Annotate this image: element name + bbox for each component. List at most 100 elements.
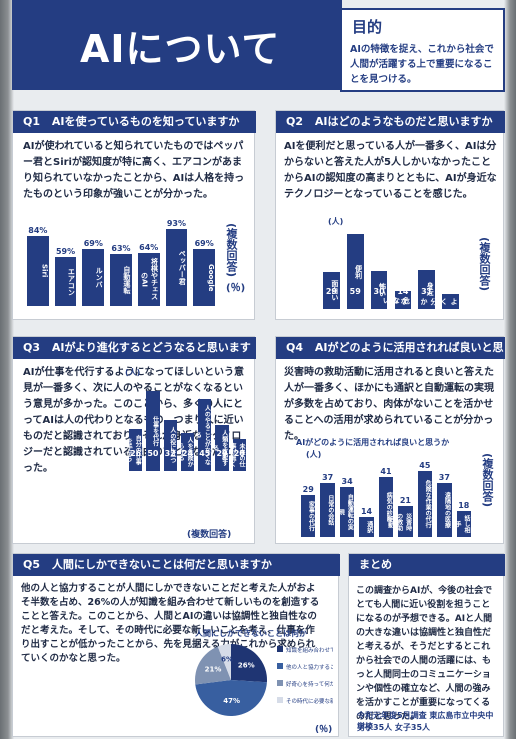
q5-pie-slice-3 <box>217 644 231 680</box>
q1-label-0: Siri <box>40 264 49 278</box>
q4-chart-title: AIがどのように活用されれば良いと思うか <box>296 438 450 447</box>
q3-question: AIがより進化するとどうなると思いますか <box>23 341 251 376</box>
q4-unit: (人) <box>306 450 322 459</box>
q2-bar-5 <box>442 293 459 309</box>
q3-inner-value-3: 24 <box>181 449 194 458</box>
q3-label-3: 人を危険から守る <box>177 436 194 467</box>
q4-question: AIがどのように活用されれば良いと思いますか <box>286 341 504 376</box>
q4-panel: Q4 AIがどのように活用されれば良いと思いますか 災害時の救助活動に活用される… <box>275 336 505 544</box>
q3-panel: Q3 AIがより進化するとどうなると思いますか AIが仕事を代行するようになって… <box>12 336 256 544</box>
q5-legend-swatch-1 <box>277 663 283 669</box>
q2-label-2: 怖い <box>378 283 387 297</box>
q1-value-1: 59% <box>55 247 76 257</box>
q2-note: (複数回答) <box>478 237 491 292</box>
q3-inner-value-2: 32 <box>164 449 176 458</box>
q1-label-5: ペッパー君 <box>178 249 187 285</box>
q3-bar-4 <box>198 399 212 471</box>
q2-inner-value-0: 29 <box>325 287 337 296</box>
q4-header: Q4 AIがどのように活用されれば良いと思いますか <box>276 337 505 376</box>
q1-label-6: Google <box>206 263 215 292</box>
purpose-heading: 目的 <box>352 18 383 36</box>
q4-bar-2 <box>339 487 355 537</box>
q5-legend-label-0: 知識を組み合わせて新しいものを創造すること <box>286 646 333 654</box>
q4-label-4: 病気の診断 <box>385 492 393 523</box>
title-band: AIについて <box>12 0 342 90</box>
q5-pie-slice-1 <box>195 680 267 716</box>
q1-question: AIを使っているものを知っていますか <box>51 115 240 128</box>
q3-header: Q3 AIがより進化するとどうなると思いますか <box>13 337 256 376</box>
q5-pie: 26% 47% 21% 6% 知識を組み合わせて新しいものを創造すること他の人と協力する… <box>195 644 333 716</box>
q5-text: 他の人と協力することが人間にしかできないことだと考えた人がおよそ半数を占め、26… <box>21 583 320 664</box>
q4-label-1: 日常の会話 <box>326 495 334 525</box>
q2-inner-value-2: 30 <box>373 287 385 296</box>
q5-panel: Q5 人間にしかできないことは何だと思いますか 他の人と協力することが人間にしか… <box>12 553 340 737</box>
q4-chart: 29 家事の代行 37 日常の会話 34 自動運転の実現 14 通訳 41 病気の診断 21 災害時の… <box>296 453 476 537</box>
q5-legend-label-2: 好奇心を持って何かを知ろうとすること <box>286 680 333 688</box>
q2-panel: Q2 AIはどのようなものだと思いますか AIを便利だと思っている人が一番多く、… <box>275 110 505 320</box>
q3-label-2: 人の役に立つ <box>168 427 176 464</box>
q2-label-1: 便利 <box>354 264 363 279</box>
q1-value-2: 69% <box>83 238 103 248</box>
q1-note: (複数回答) <box>225 223 238 278</box>
q2-label-4: 身近 <box>426 282 435 297</box>
q2-chart: 面白い 29 便利 59 怖い 30 危ない 14 身近 31 よく分からない 12 <box>316 221 466 309</box>
survey-footer: 令和元年度5月調査 東広島市立中央中学校 <box>357 711 494 731</box>
q5-label: Q5 <box>23 558 41 571</box>
q5-pie-slice-0 <box>231 644 267 683</box>
q2-bar-1 <box>346 234 364 309</box>
q3-note: (複数回答) <box>187 530 232 540</box>
q1-label-2: ルンバ <box>95 266 104 288</box>
q1-header: Q1 AIを使っているものを知っていますか <box>13 111 256 133</box>
q4-text: 災害時の救助活動に活用されると良いと答えた人が一番多く、ほかにも通訳と自動運転の… <box>284 367 494 442</box>
q4-bar-5 <box>398 506 413 537</box>
q1-bar-6 <box>193 248 215 306</box>
survey-footer-participants: 男子35人 女子35人 <box>357 723 431 732</box>
q2-label: Q2 <box>286 115 304 128</box>
q2-bar-3 <box>394 291 412 309</box>
q5-pie-label-0: 26% <box>238 662 255 670</box>
page-title: AIについて <box>80 27 281 71</box>
q5-legend-swatch-3 <box>277 697 283 703</box>
summary-text: この調査からAIが、今後の社会でとても人間に近い役割を担うことになるのが予想でき… <box>356 586 493 722</box>
q4-bar-1 <box>320 483 335 537</box>
q1-label-3: 自動運転 <box>122 265 131 294</box>
q4-label-6: 危険な作業の代行 <box>424 480 432 529</box>
q3-label-5: 人類を支配する <box>211 429 228 466</box>
q2-inner-value-4: 31 <box>421 287 433 296</box>
q4-label-2: 自動運転の実現 <box>337 494 354 531</box>
q5-legend-swatch-2 <box>277 680 283 686</box>
q4-value-7: 37 <box>438 473 450 483</box>
q5-header: Q5 人間にしかできないことは何だと思いますか <box>13 554 340 576</box>
q3-label-6: 未来の仕事が無くなる <box>219 443 245 467</box>
q4-bar-4 <box>378 477 394 537</box>
q4-value-6: 45 <box>419 461 431 471</box>
q5-legend-item-3: その時代に必要な新しいことを考え、仕事を作り出すこと <box>277 697 333 705</box>
q1-value-4: 64% <box>139 242 159 252</box>
q4-bar-6 <box>417 471 433 537</box>
q1-bar-5 <box>165 228 188 306</box>
summary-panel: まとめ この調査からAIが、今後の社会でとても人間に近い役割を担うことになるのが… <box>348 553 505 737</box>
q4-bar-3 <box>359 516 374 537</box>
q5-unit: (％) <box>315 725 333 735</box>
q5-pie-label-2: 21% <box>205 665 222 673</box>
q4-value-1: 37 <box>322 473 334 483</box>
q5-pie-slice-2 <box>195 646 231 685</box>
q3-inner-value-6: 20 <box>233 449 245 458</box>
q4-value-5: 21 <box>399 496 411 506</box>
q3-inner-value-4: 45 <box>199 449 211 458</box>
q2-inner-value-1: 59 <box>349 287 361 296</box>
q3-bar-0 <box>129 429 143 471</box>
q4-label-5: 災害時の救助活動 <box>386 512 412 531</box>
q2-question: AIはどのようなものだと思いますか <box>314 115 493 128</box>
q4-bar-7 <box>437 483 452 537</box>
q5-pie-label-3: 6% <box>221 655 233 663</box>
purpose-box: 目的 AIの特徴を捉え、これから社会で人間が活躍する上で重要になることを見つける… <box>340 8 505 92</box>
q4-value-0: 29 <box>302 484 314 494</box>
purpose-text: AIの特徴を捉え、これから社会で人間が活躍する上で重要になることを見つける。 <box>350 44 494 85</box>
q4-value-2: 34 <box>341 477 353 487</box>
q1-bar-0 <box>27 236 49 306</box>
q5-legend-item-1: 他の人と協力すること <box>277 663 333 671</box>
q2-label-3: 危ない <box>382 296 411 304</box>
q3-inner-value-0: 26 <box>130 449 142 458</box>
